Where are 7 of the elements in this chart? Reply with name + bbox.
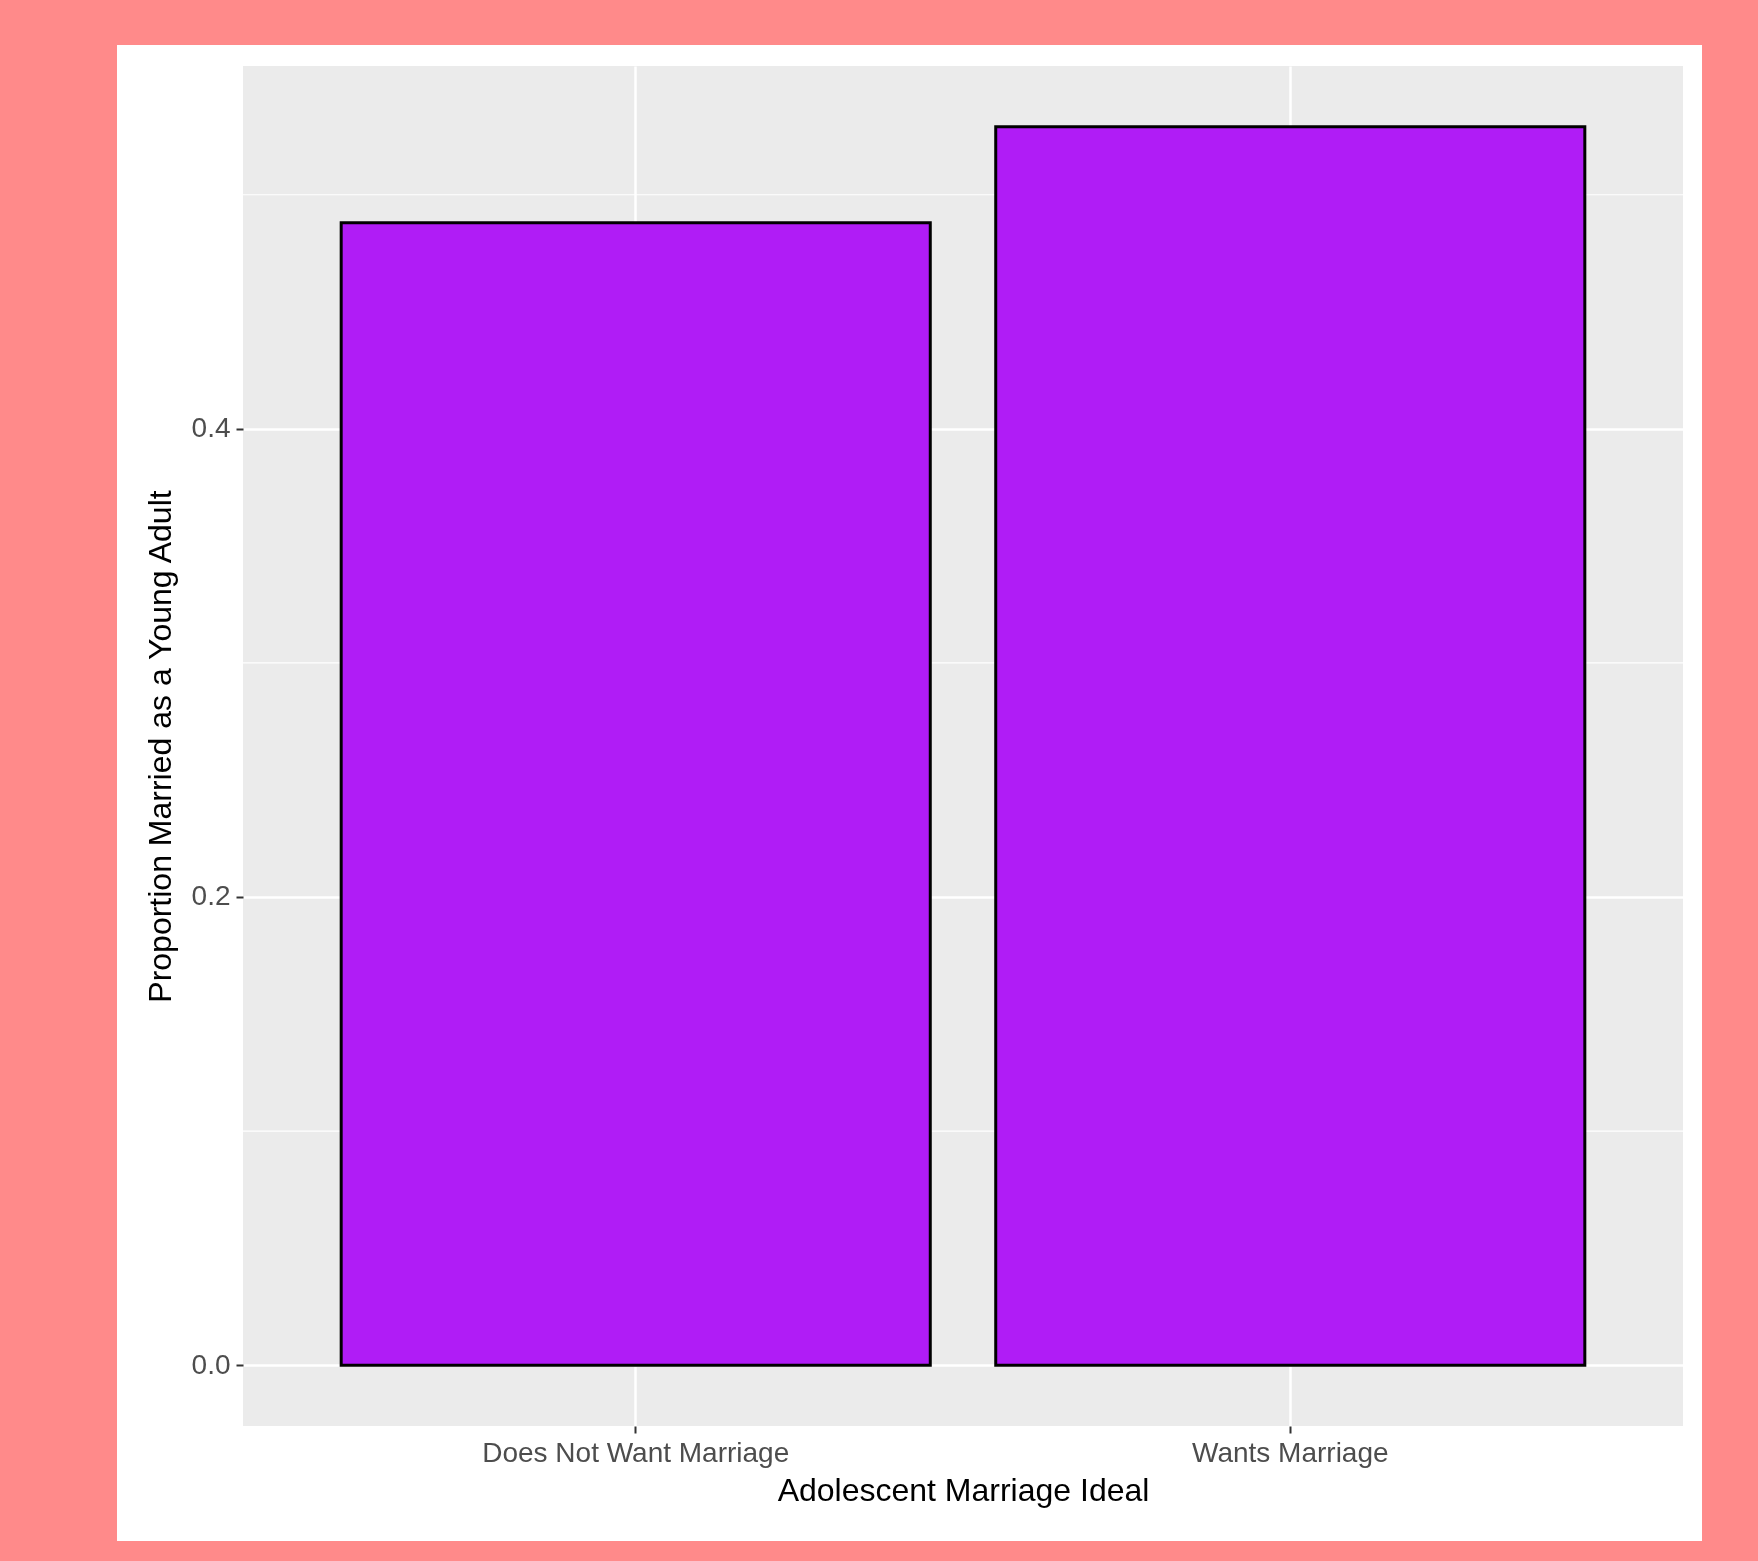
y-tick-label: 0.4: [191, 412, 231, 444]
y-tick-label: 0.2: [191, 880, 231, 912]
y-tick-label: 0.0: [191, 1348, 231, 1380]
x-tick-label: Wants Marriage: [1191, 1436, 1389, 1468]
x-axis-title: Adolescent Marriage Ideal: [777, 1471, 1150, 1508]
y-axis-title: Proportion Married as a Young Adult: [141, 490, 178, 1003]
x-tick-label: Does Not Want Marriage: [482, 1436, 790, 1468]
